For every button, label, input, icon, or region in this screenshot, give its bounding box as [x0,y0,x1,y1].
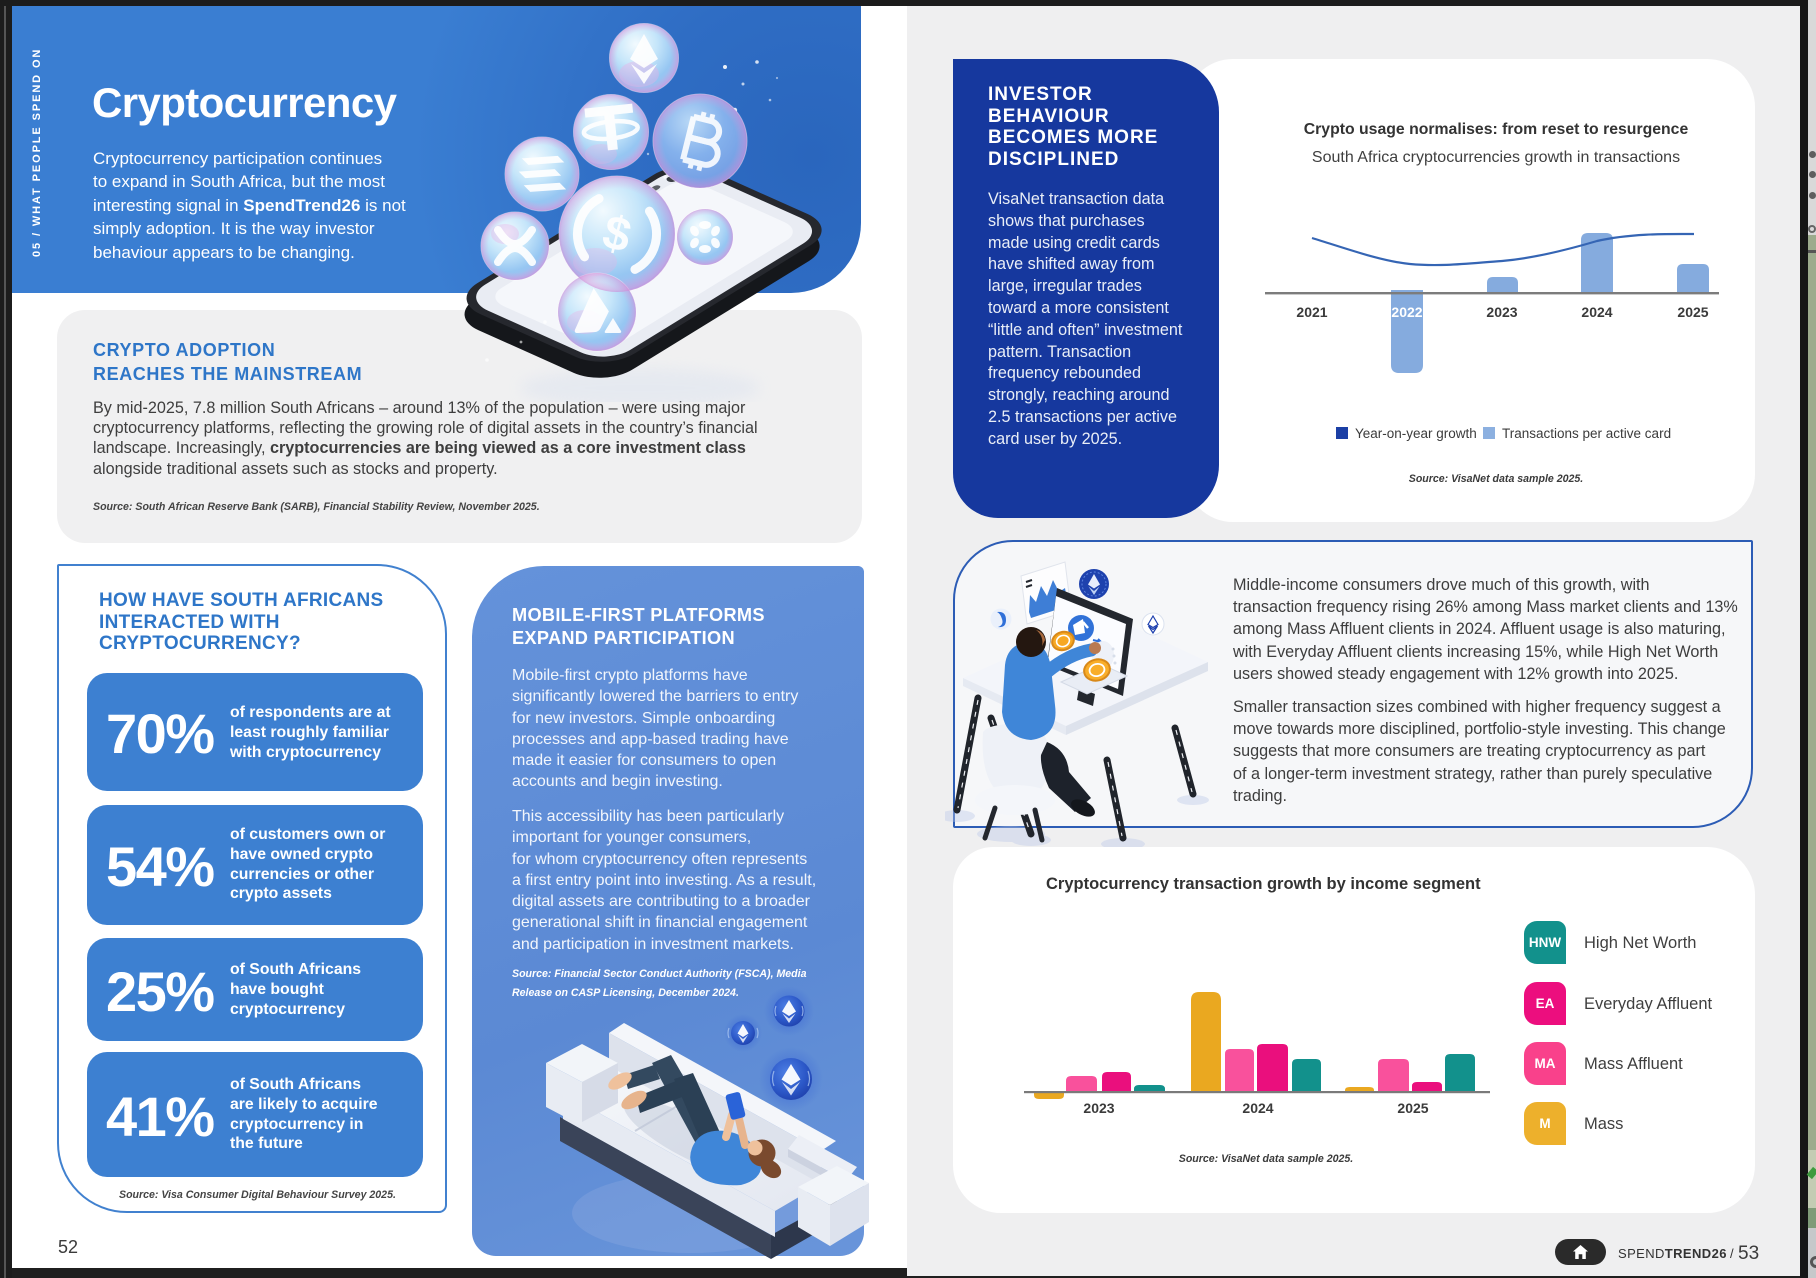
svg-text:2024: 2024 [1242,1100,1273,1116]
svg-text:2024: 2024 [1581,304,1612,320]
svg-text:2023: 2023 [1083,1100,1114,1116]
svg-text:2021: 2021 [1296,304,1327,320]
svg-text:2025: 2025 [1397,1100,1428,1116]
svg-text:2023: 2023 [1486,304,1517,320]
svg-text:2025: 2025 [1677,304,1708,320]
svg-text:2022: 2022 [1391,304,1422,320]
